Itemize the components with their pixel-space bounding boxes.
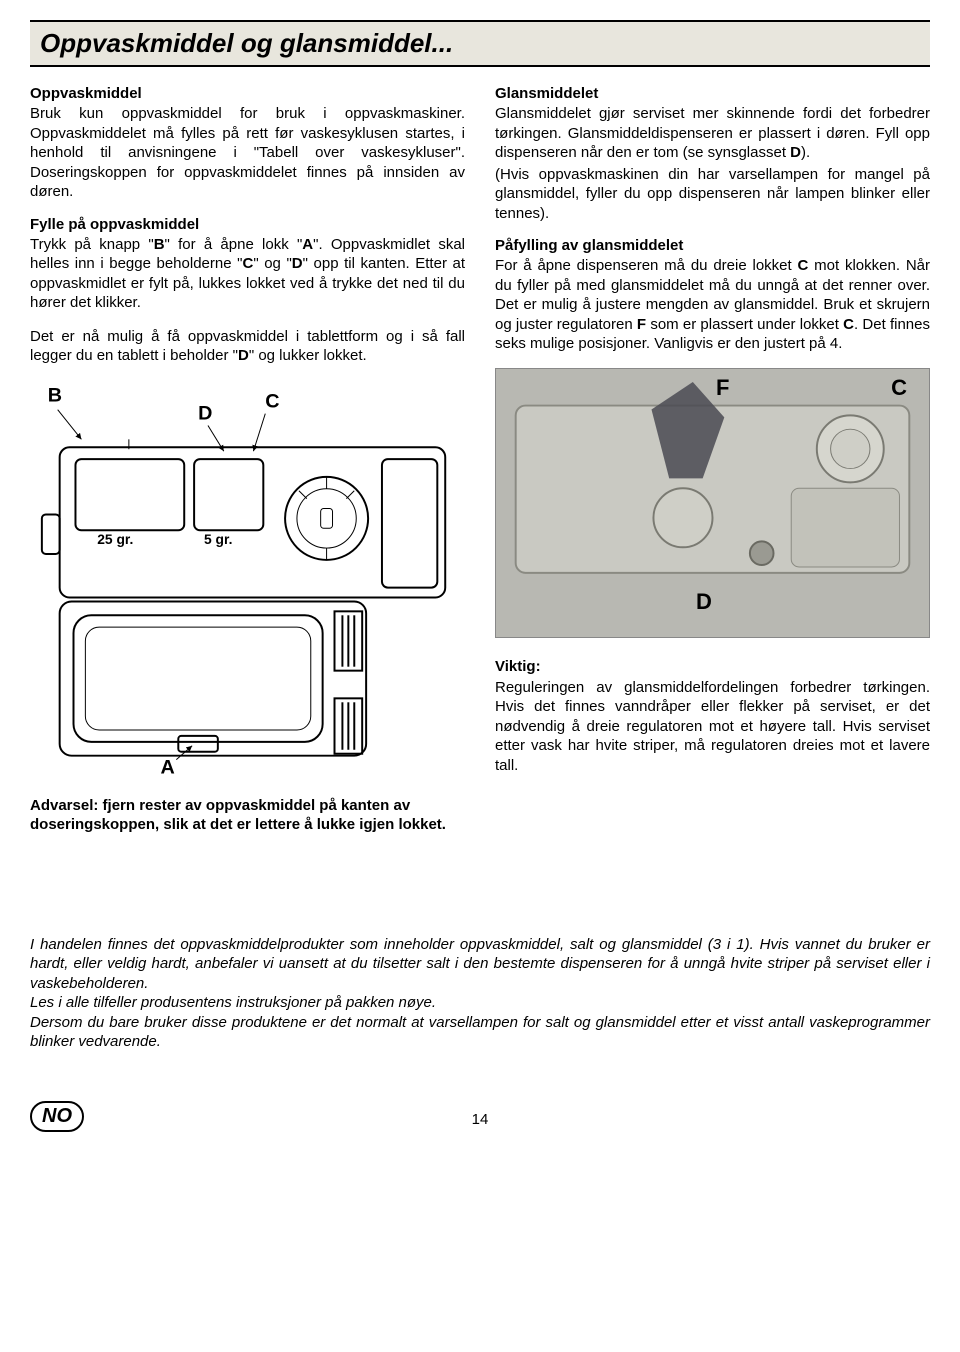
language-badge: NO xyxy=(30,1101,84,1132)
para-glans-intro: Glansmiddelet gjør serviset mer skinnend… xyxy=(495,104,930,163)
viktig-text: Reguleringen av glansmiddelfordelingen f… xyxy=(495,678,930,776)
label-c: C xyxy=(798,257,809,274)
bottom-p3: Dersom du bare bruker disse produktene e… xyxy=(30,1013,930,1052)
text: Trykk på knapp " xyxy=(30,236,154,253)
label-b: B xyxy=(154,236,165,253)
page-footer: NO 14 xyxy=(30,1092,930,1132)
viktig-label: Viktig: xyxy=(495,658,541,675)
bottom-p2: Les i alle tilfeller produsentens instru… xyxy=(30,993,930,1013)
page-number: 14 xyxy=(472,1111,489,1128)
photo-label-d: D xyxy=(696,589,712,615)
heading-fylle: Fylle på oppvaskmiddel xyxy=(30,216,465,233)
rinse-aid-photo: F C D xyxy=(495,368,930,638)
label-c: C xyxy=(242,255,253,272)
text: " og lukker lokket. xyxy=(249,347,367,364)
text: Glansmiddelet gjør serviset mer skinnend… xyxy=(495,105,930,161)
photo-label-f: F xyxy=(716,375,729,401)
dispenser-svg: B D C 25 gr. xyxy=(30,380,465,775)
dispenser-diagram: B D C 25 gr. xyxy=(30,380,465,780)
right-column: Glansmiddelet Glansmiddelet gjør servise… xyxy=(495,85,930,865)
text: ). xyxy=(801,144,810,161)
label-c: C xyxy=(843,316,854,333)
para-fylle: Trykk på knapp "B" for å åpne lokk "A". … xyxy=(30,235,465,313)
heading-glansmiddelet: Glansmiddelet xyxy=(495,85,930,102)
text: " for å åpne lokk " xyxy=(165,236,303,253)
viktig-block: Viktig: Reguleringen av glansmiddelforde… xyxy=(495,658,930,776)
para-glans-lamp: (Hvis oppvaskmaskinen din har varsellamp… xyxy=(495,165,930,224)
para-oppvaskmiddel-intro: Bruk kun oppvaskmiddel for bruk i oppvas… xyxy=(30,104,465,202)
text: som er plassert under lokket xyxy=(646,316,843,333)
label-d: D xyxy=(292,255,303,272)
warning-text: Advarsel: fjern rester av oppvaskmiddel … xyxy=(30,796,465,835)
page-title: Oppvaskmiddel og glansmiddel... xyxy=(40,28,920,59)
heading-oppvaskmiddel: Oppvaskmiddel xyxy=(30,85,465,102)
diagram-label-25gr: 25 gr. xyxy=(97,531,133,547)
text: " og " xyxy=(253,255,291,272)
label-d: D xyxy=(238,347,249,364)
label-f: F xyxy=(637,316,646,333)
page-title-bar: Oppvaskmiddel og glansmiddel... xyxy=(30,20,930,67)
two-column-layout: Oppvaskmiddel Bruk kun oppvaskmiddel for… xyxy=(30,85,930,865)
heading-pafylling: Påfylling av glansmiddelet xyxy=(495,237,930,254)
photo-label-c: C xyxy=(891,375,907,401)
diagram-label-5gr: 5 gr. xyxy=(204,531,232,547)
para-pafylling: For å åpne dispenseren må du dreie lokke… xyxy=(495,256,930,354)
diagram-label-c: C xyxy=(265,390,279,412)
para-tablett: Det er nå mulig å få oppvaskmiddel i tab… xyxy=(30,327,465,366)
diagram-label-d: D xyxy=(198,402,212,424)
text: For å åpne dispenseren må du dreie lokke… xyxy=(495,257,798,274)
left-column: Oppvaskmiddel Bruk kun oppvaskmiddel for… xyxy=(30,85,465,865)
label-a: A xyxy=(302,236,313,253)
photo-svg xyxy=(496,369,929,637)
photo-frame: F C D xyxy=(495,368,930,638)
diagram-label-a: A xyxy=(161,756,175,775)
bottom-p1: I handelen finnes det oppvaskmiddelprodu… xyxy=(30,935,930,994)
bottom-note: I handelen finnes det oppvaskmiddelprodu… xyxy=(30,935,930,1052)
label-d: D xyxy=(790,144,801,161)
diagram-label-b: B xyxy=(48,384,62,406)
